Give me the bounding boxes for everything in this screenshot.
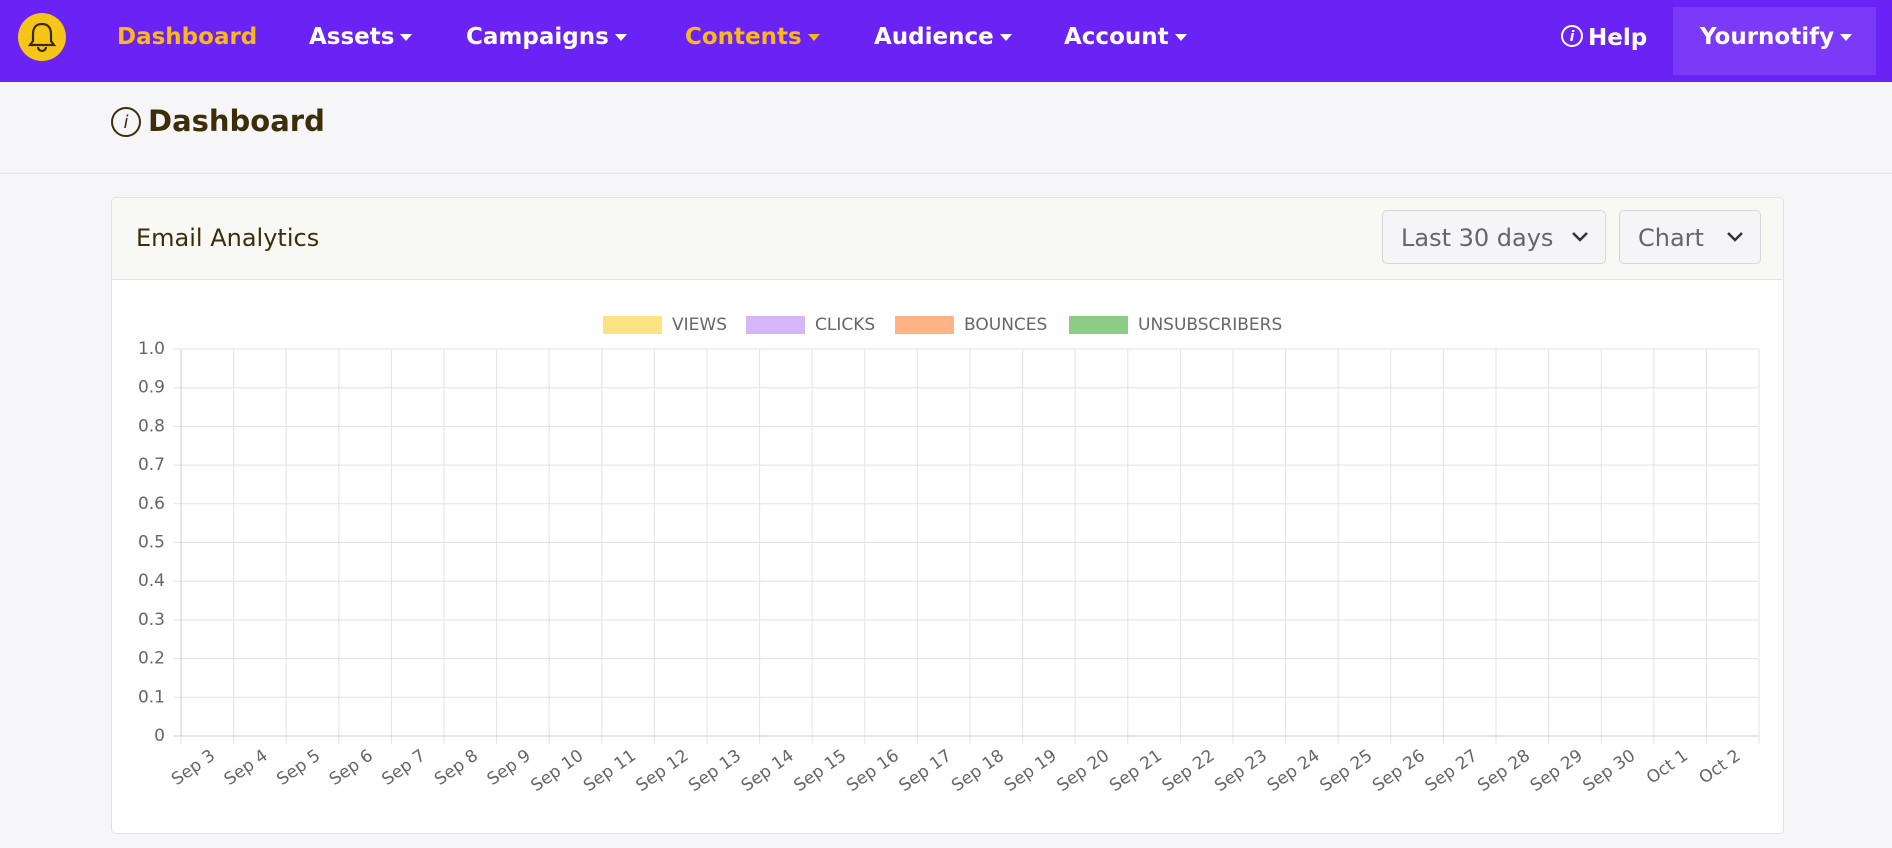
nav-label: Contents <box>685 24 802 50</box>
legend-label: CLICKS <box>815 315 875 335</box>
card: Email Analytics Last 30 days Chart <box>111 197 1784 834</box>
legend-label: UNSUBSCRIBERS <box>1138 315 1282 335</box>
nav-item[interactable]: Assets <box>309 24 413 50</box>
svg-text:i: i <box>123 112 128 133</box>
y-tick-label: 0 <box>154 726 165 746</box>
x-tick-label: Sep 26 <box>1369 746 1429 796</box>
nav-label: Assets <box>309 24 395 50</box>
x-tick-label: Sep 14 <box>738 746 798 796</box>
x-tick-label: Sep 13 <box>685 746 745 796</box>
y-tick-label: 0.9 <box>138 378 165 398</box>
x-tick-label: Sep 21 <box>1106 746 1166 796</box>
nav-label: Account <box>1064 24 1169 50</box>
x-tick-label: Sep 29 <box>1527 746 1587 796</box>
x-tick-label: Sep 6 <box>326 746 377 790</box>
y-tick-label: 1.0 <box>138 339 165 359</box>
legend-label: BOUNCES <box>964 315 1047 335</box>
nav-label: Campaigns <box>466 24 609 50</box>
x-tick-label: Sep 8 <box>431 746 482 790</box>
x-tick-label: Sep 10 <box>527 746 587 796</box>
help-label: Help <box>1588 25 1648 51</box>
view-select[interactable]: Chart <box>1619 210 1761 264</box>
logo[interactable] <box>18 13 66 61</box>
x-tick-label: Sep 7 <box>378 746 429 790</box>
legend-label: VIEWS <box>672 315 727 335</box>
x-tick-label: Sep 20 <box>1053 746 1113 796</box>
y-tick-label: 0.1 <box>138 687 165 707</box>
nav-item[interactable]: Campaigns <box>466 24 627 50</box>
page-header: i Dashboard <box>0 82 1892 174</box>
range-label: Last 30 days <box>1401 224 1554 252</box>
range-select[interactable]: Last 30 days <box>1382 210 1606 264</box>
x-tick-label: Sep 4 <box>221 746 272 790</box>
legend-swatch <box>746 316 805 334</box>
x-tick-label: Sep 17 <box>896 746 956 796</box>
x-tick-label: Sep 28 <box>1474 746 1534 796</box>
legend-swatch <box>895 316 954 334</box>
x-tick-label: Sep 19 <box>1001 746 1061 796</box>
legend-swatch <box>1069 316 1128 334</box>
y-tick-label: 0.4 <box>138 571 165 591</box>
nav-item[interactable]: Contents <box>685 24 820 50</box>
x-tick-label: Sep 9 <box>484 746 535 790</box>
x-tick-label: Oct 1 <box>1643 746 1692 789</box>
account[interactable]: Yournotify <box>1700 24 1853 50</box>
y-tick-label: 0.6 <box>138 494 165 514</box>
x-tick-label: Sep 23 <box>1211 746 1271 796</box>
nav-item[interactable]: Account <box>1064 24 1187 50</box>
x-tick-label: Sep 11 <box>580 746 640 796</box>
legend-swatch <box>603 316 662 334</box>
y-tick-label: 0.5 <box>138 533 165 553</box>
card-header: Email Analytics Last 30 days Chart <box>112 198 1783 280</box>
x-tick-label: Sep 22 <box>1159 746 1219 796</box>
nav-label: Audience <box>874 24 994 50</box>
y-tick-label: 0.3 <box>138 610 165 630</box>
help[interactable]: i Help <box>1560 24 1647 51</box>
view-label: Chart <box>1638 224 1704 252</box>
x-tick-label: Sep 15 <box>790 746 850 796</box>
x-tick-label: Sep 24 <box>1264 746 1324 796</box>
x-tick-label: Sep 25 <box>1316 746 1376 796</box>
page-title: Dashboard <box>148 104 325 138</box>
nav-item[interactable]: Dashboard <box>117 24 258 50</box>
x-tick-label: Sep 16 <box>843 746 903 796</box>
y-tick-label: 0.8 <box>138 416 165 436</box>
x-tick-label: Sep 12 <box>633 746 693 796</box>
nav-item[interactable]: Audience <box>874 24 1012 50</box>
x-tick-label: Sep 18 <box>948 746 1008 796</box>
navbar: Dashboard Assets Campaigns Contents Audi… <box>0 0 1892 82</box>
x-tick-label: Sep 3 <box>168 746 219 790</box>
y-tick-label: 0.2 <box>138 649 165 669</box>
account-label: Yournotify <box>1700 24 1835 50</box>
svg-text:i: i <box>1570 29 1575 45</box>
x-tick-label: Sep 27 <box>1422 746 1482 796</box>
x-tick-label: Sep 5 <box>273 746 324 790</box>
account-menu[interactable] <box>1673 7 1876 75</box>
card-title: Email Analytics <box>136 224 320 252</box>
x-tick-label: Oct 2 <box>1696 746 1745 789</box>
y-tick-label: 0.7 <box>138 455 165 475</box>
x-tick-label: Sep 30 <box>1579 746 1639 796</box>
